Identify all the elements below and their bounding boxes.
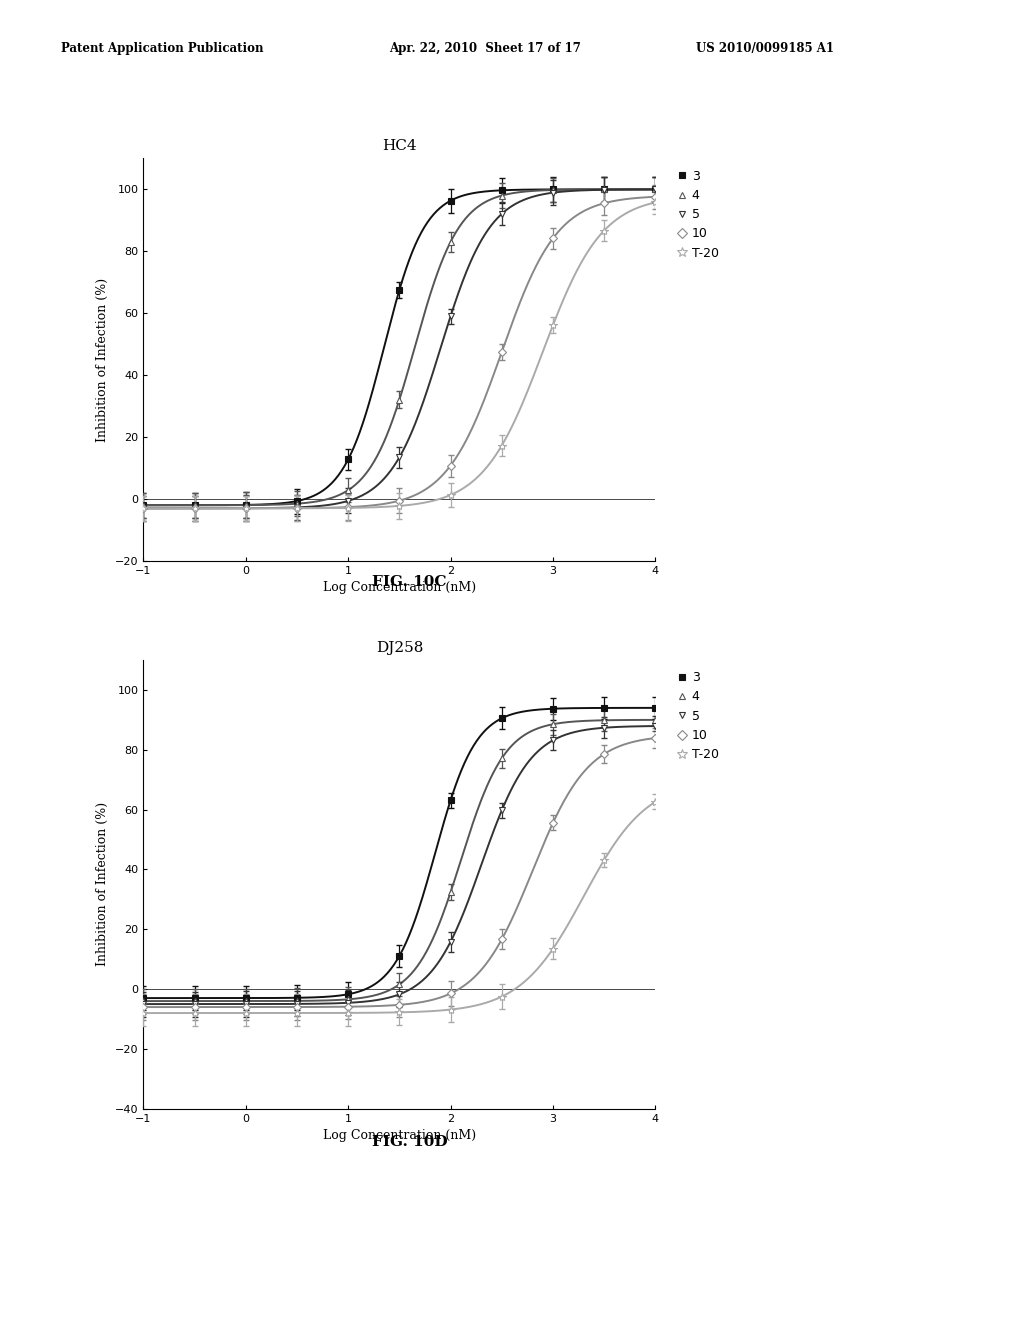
Legend: 3, 4, 5, 10, T-20: 3, 4, 5, 10, T-20 bbox=[672, 667, 724, 766]
Y-axis label: Inhibition of Infection (%): Inhibition of Infection (%) bbox=[96, 803, 110, 966]
Title: DJ258: DJ258 bbox=[376, 640, 423, 655]
Text: FIG. 10C: FIG. 10C bbox=[373, 576, 446, 589]
Text: US 2010/0099185 A1: US 2010/0099185 A1 bbox=[696, 42, 835, 55]
X-axis label: Log Concentration (nM): Log Concentration (nM) bbox=[323, 581, 476, 594]
Text: Patent Application Publication: Patent Application Publication bbox=[61, 42, 264, 55]
Text: Apr. 22, 2010  Sheet 17 of 17: Apr. 22, 2010 Sheet 17 of 17 bbox=[389, 42, 581, 55]
X-axis label: Log Concentration (nM): Log Concentration (nM) bbox=[323, 1129, 476, 1142]
Title: HC4: HC4 bbox=[382, 139, 417, 153]
Y-axis label: Inhibition of Infection (%): Inhibition of Infection (%) bbox=[96, 277, 110, 442]
Legend: 3, 4, 5, 10, T-20: 3, 4, 5, 10, T-20 bbox=[672, 165, 724, 264]
Text: FIG. 10D: FIG. 10D bbox=[372, 1135, 447, 1148]
